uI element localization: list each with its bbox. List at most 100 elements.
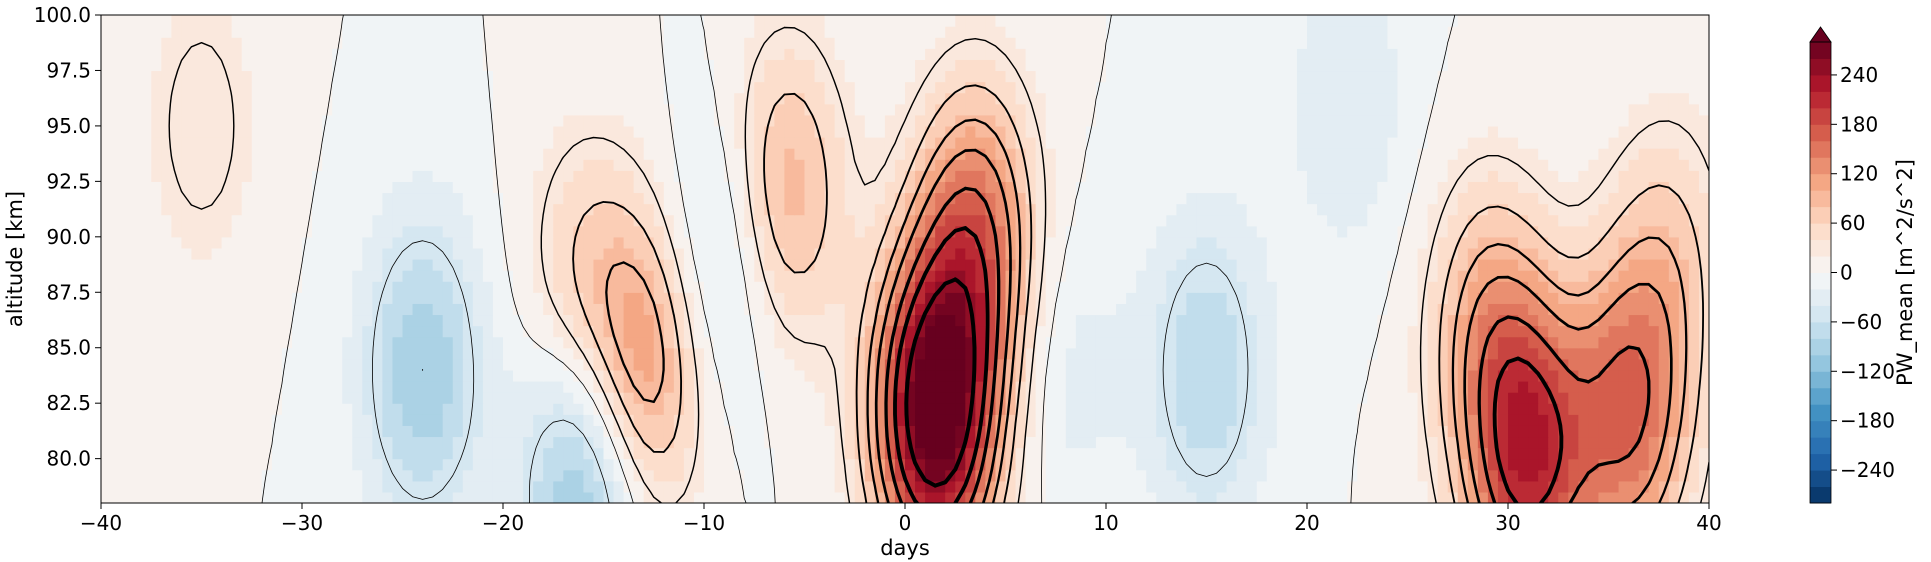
heatmap-cell [643, 281, 655, 293]
heatmap-cell [312, 247, 323, 260]
heatmap-cell [1176, 458, 1187, 471]
heatmap-cell [1045, 369, 1057, 382]
heatmap-cell [1176, 480, 1187, 493]
heatmap-cell [784, 336, 796, 349]
heatmap-cell [1015, 469, 1027, 482]
heatmap-cell [774, 392, 785, 404]
heatmap-cell [1367, 292, 1378, 304]
heatmap-cell [1377, 247, 1388, 260]
heatmap-cell [1065, 159, 1077, 171]
heatmap-cell [754, 392, 765, 404]
heatmap-cell [1347, 491, 1358, 503]
heatmap-cell [231, 425, 243, 438]
heatmap-cell [754, 203, 765, 216]
heatmap-cell [653, 381, 665, 393]
heatmap-cell [1357, 381, 1368, 393]
heatmap-cell [271, 447, 283, 460]
heatmap-cell [1166, 392, 1177, 404]
heatmap-cell [513, 225, 524, 238]
heatmap-cell [1276, 225, 1288, 238]
heatmap-cell [1367, 358, 1378, 371]
heatmap-cell [814, 358, 826, 371]
heatmap-cell [1528, 447, 1539, 460]
heatmap-cell [1437, 469, 1449, 482]
heatmap-cell [1136, 336, 1147, 349]
heatmap-cell [442, 403, 454, 415]
heatmap-cell [1628, 392, 1640, 404]
heatmap-cell [724, 425, 735, 438]
heatmap-cell [1206, 369, 1218, 382]
heatmap-cell [1296, 292, 1308, 304]
heatmap-cell [1447, 469, 1459, 482]
heatmap-cell [1588, 392, 1600, 404]
heatmap-cell [503, 358, 514, 371]
heatmap-cell [563, 270, 574, 282]
heatmap-cell [1276, 491, 1288, 503]
heatmap-cell [452, 259, 464, 271]
heatmap-cell [683, 236, 695, 249]
heatmap-cell [975, 447, 986, 460]
heatmap-cell [1417, 358, 1429, 371]
heatmap-cell [1226, 159, 1238, 171]
heatmap-cell [523, 491, 534, 503]
heatmap-cell [1055, 203, 1067, 216]
heatmap-cell [1146, 469, 1157, 482]
heatmap-cell [302, 469, 313, 482]
heatmap-cell [1327, 414, 1338, 426]
heatmap-cell [261, 259, 273, 271]
heatmap-cell [392, 358, 404, 371]
heatmap-cell [1266, 436, 1278, 449]
heatmap-cell [1307, 225, 1318, 238]
heatmap-cell [593, 325, 605, 338]
heatmap-cell [1578, 358, 1589, 371]
heatmap-cell [1477, 214, 1489, 227]
heatmap-cell [1377, 414, 1388, 426]
heatmap-cell [1136, 314, 1147, 327]
heatmap-cell [1186, 170, 1198, 182]
heatmap-cell [342, 159, 353, 171]
heatmap-cell [1387, 381, 1399, 393]
heatmap-cell [1387, 347, 1399, 360]
heatmap-cell [1136, 436, 1147, 449]
heatmap-cell [432, 270, 444, 282]
heatmap-cell [1256, 436, 1268, 449]
heatmap-cell [683, 292, 695, 304]
heatmap-cell [1437, 480, 1449, 493]
heatmap-cell [1126, 303, 1137, 316]
heatmap-cell [291, 347, 303, 360]
heatmap-cell [1055, 336, 1067, 349]
heatmap-cell [1196, 247, 1208, 260]
heatmap-cell [693, 159, 705, 171]
heatmap-cell [804, 236, 816, 249]
heatmap-cell [322, 148, 333, 160]
heatmap-cell [1095, 436, 1107, 449]
heatmap-cell [1608, 192, 1620, 205]
heatmap-cell [884, 314, 896, 327]
heatmap-cell [271, 159, 283, 171]
heatmap-cell [573, 436, 584, 449]
heatmap-cell [1015, 336, 1027, 349]
heatmap-cell [1658, 247, 1670, 260]
heatmap-cell [884, 480, 896, 493]
heatmap-cell [1628, 303, 1640, 316]
heatmap-cell [884, 369, 896, 382]
heatmap-cell [714, 314, 725, 327]
heatmap-cell [1236, 292, 1248, 304]
heatmap-cell [1417, 281, 1429, 293]
heatmap-cell [352, 381, 363, 393]
heatmap-cell [432, 381, 444, 393]
heatmap-cell [1518, 403, 1529, 415]
heatmap-cell [1688, 259, 1700, 271]
heatmap-cell [1678, 358, 1690, 371]
heatmap-cell [111, 436, 122, 449]
heatmap-cell [1638, 458, 1650, 471]
heatmap-cell [271, 303, 283, 316]
heatmap-cell [472, 170, 484, 182]
heatmap-cell [472, 469, 484, 482]
heatmap-cell [533, 414, 544, 426]
heatmap-cell [1578, 480, 1589, 493]
heatmap-cell [965, 203, 976, 216]
heatmap-cell [925, 491, 936, 503]
heatmap-cell [673, 358, 685, 371]
heatmap-cell [1658, 369, 1670, 382]
